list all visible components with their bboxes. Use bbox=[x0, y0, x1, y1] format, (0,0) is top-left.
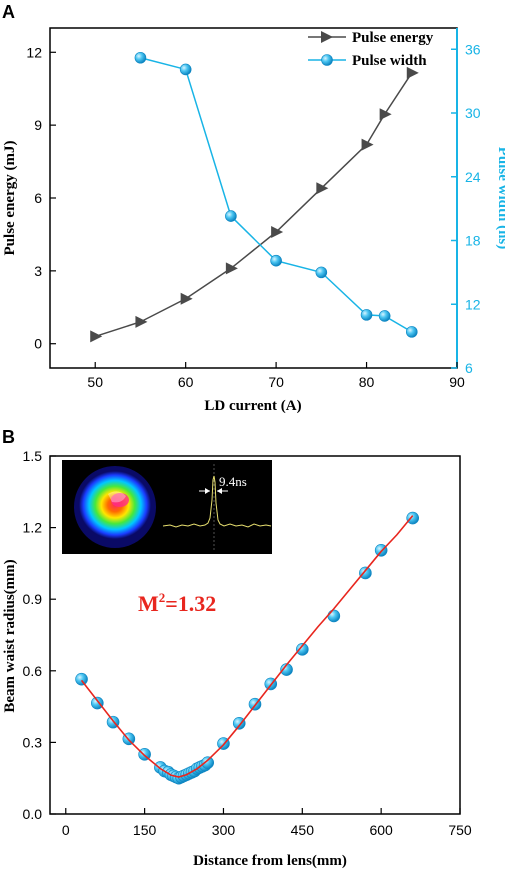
y-tick-label: 0.9 bbox=[23, 591, 43, 607]
pulse-waveform: 9.4ns bbox=[162, 464, 272, 552]
x-tick-label: 70 bbox=[268, 374, 284, 390]
x-tick-label: 600 bbox=[369, 822, 393, 838]
x-tick-label: 60 bbox=[178, 374, 194, 390]
y-tick-label: 6 bbox=[34, 190, 42, 206]
beam-radius-point bbox=[75, 672, 88, 686]
y-right-tick-label: 30 bbox=[465, 105, 481, 121]
pulse-width-point bbox=[134, 51, 147, 64]
pulse-width-point bbox=[179, 63, 192, 76]
y-tick-label: 0.3 bbox=[23, 734, 43, 750]
fwhm-arrowhead-left bbox=[205, 488, 210, 494]
plot-a-frame bbox=[49, 27, 458, 369]
x-tick-label: 50 bbox=[87, 374, 103, 390]
legend-marker-triangle bbox=[321, 31, 333, 43]
beam-radius-point bbox=[406, 511, 419, 525]
pulse-energy-point bbox=[180, 292, 193, 305]
pulse-width-point bbox=[270, 254, 282, 267]
pulse-width-point bbox=[405, 326, 418, 338]
y-right-tick-label: 36 bbox=[465, 41, 481, 57]
fit-curve bbox=[80, 515, 414, 778]
x-tick-label: 750 bbox=[448, 822, 472, 838]
pulse-energy-point bbox=[271, 226, 284, 238]
plot-b-ticks: 0 150 300 450 600 750 0.0 0.3 0.6 0.9 1.2 1.5 bbox=[23, 448, 472, 838]
plot-a-series bbox=[90, 51, 419, 343]
legend-entry-pulse-width: Pulse width bbox=[308, 53, 427, 69]
y-tick-label: 0 bbox=[34, 336, 42, 352]
series-line-pulse-width bbox=[140, 57, 413, 333]
legend-entry-pulse-energy: Pulse energy bbox=[308, 30, 434, 46]
plot-b-xlabel: Distance from lens(mm) bbox=[193, 853, 347, 869]
y-right-tick-label: 24 bbox=[465, 169, 481, 185]
plot-b-ylabel: Beam waist radius(mm) bbox=[2, 559, 18, 712]
y-right-tick-label: 6 bbox=[465, 360, 473, 376]
plot-a-legend: Pulse energy Pulse width bbox=[308, 30, 434, 69]
pulse-width-label: 9.4ns bbox=[219, 474, 247, 489]
x-tick-label: 90 bbox=[449, 374, 465, 390]
y-tick-label: 12 bbox=[26, 44, 42, 60]
y-right-tick-label: 12 bbox=[465, 296, 481, 312]
plot-a-ylabel-right: Pulse width (ns) bbox=[495, 147, 505, 250]
x-tick-label: 80 bbox=[359, 374, 375, 390]
series-line-pulse-energy bbox=[94, 72, 413, 338]
pulse-energy-point bbox=[406, 66, 419, 79]
legend-label-pulse-width: Pulse width bbox=[352, 53, 427, 69]
x-tick-label: 0 bbox=[62, 822, 70, 838]
pulse-energy-point bbox=[379, 108, 392, 121]
y-tick-label: 1.5 bbox=[23, 448, 43, 464]
beam-radius-point bbox=[359, 566, 372, 580]
beam-radius-point bbox=[232, 717, 246, 730]
plot-b-frame bbox=[49, 455, 461, 815]
panel-a-label: A bbox=[2, 2, 15, 22]
legend-marker-sphere bbox=[321, 54, 333, 66]
m-squared-symbol: M bbox=[138, 591, 159, 616]
beam-spot-image bbox=[74, 466, 156, 548]
beam-radius-point bbox=[201, 756, 214, 769]
pulse-width-point bbox=[315, 266, 328, 279]
plot-a-ylabel: Pulse energy (mJ) bbox=[2, 141, 18, 256]
y-right-tick-label: 18 bbox=[465, 233, 481, 249]
beam-profile-inset: 9.4ns bbox=[62, 460, 272, 554]
y-tick-label: 3 bbox=[34, 263, 42, 279]
panel-b: B 0 150 300 450 600 750 0.0 0.3 0.6 0.9 1.2 1.5 Dis… bbox=[2, 427, 472, 869]
pulse-energy-point bbox=[135, 315, 148, 328]
y-tick-label: 1.2 bbox=[23, 520, 43, 536]
plot-a-xlabel: LD current (A) bbox=[204, 398, 301, 414]
pulse-width-point bbox=[360, 309, 373, 321]
beam-radius-point bbox=[91, 696, 104, 710]
y-tick-label: 9 bbox=[34, 117, 42, 133]
fwhm-arrowhead-right bbox=[217, 488, 222, 494]
y-tick-label: 0.6 bbox=[23, 663, 43, 679]
pulse-width-point bbox=[225, 210, 237, 222]
panel-b-label: B bbox=[2, 427, 15, 447]
plot-b-series bbox=[75, 511, 419, 785]
x-tick-label: 150 bbox=[133, 822, 157, 838]
x-tick-label: 300 bbox=[212, 822, 236, 838]
m-squared-annotation: M2=1.32 bbox=[138, 590, 216, 616]
pulse-energy-point bbox=[225, 262, 238, 275]
x-tick-label: 450 bbox=[291, 822, 315, 838]
legend-label-pulse-energy: Pulse energy bbox=[352, 30, 434, 46]
beam-radius-point bbox=[327, 609, 341, 623]
pulse-energy-point bbox=[361, 138, 374, 151]
pulse-energy-point bbox=[316, 182, 329, 195]
m-squared-superscript: 2 bbox=[159, 590, 166, 605]
m-squared-value: =1.32 bbox=[165, 591, 216, 616]
y-tick-label: 0.0 bbox=[23, 806, 43, 822]
beam-radius-point bbox=[296, 643, 309, 656]
pulse-energy-point bbox=[90, 330, 103, 343]
pulse-width-point bbox=[378, 310, 391, 322]
